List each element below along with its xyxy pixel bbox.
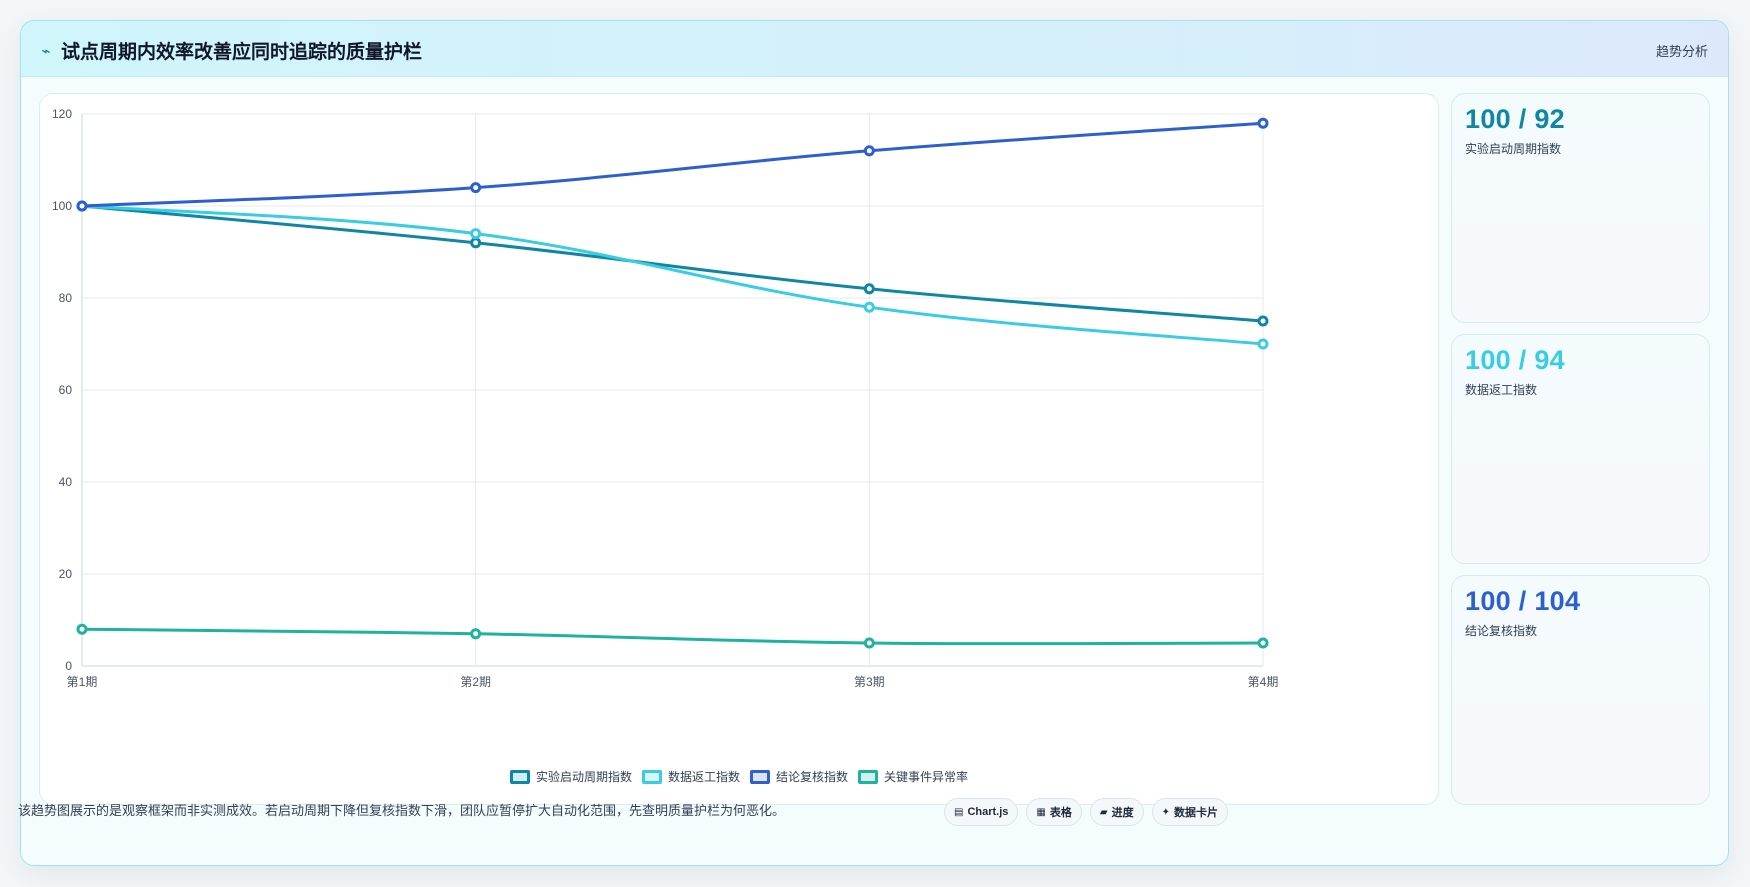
analysis-tag: 趋势分析 [1655,44,1708,59]
legend-item[interactable]: 关键事件异常率 [858,768,968,785]
legend-swatch [641,769,662,784]
y-tick-label: 60 [59,383,73,397]
stat-label: 实验启动周期指数 [1465,142,1562,156]
chip-table[interactable]: ▦ 表格 [1026,798,1082,826]
chart-panel: 0 20 40 60 80 100 120 第1期 第2期 第3期 第4期 实验启动周期指数 数据返… [39,93,1439,805]
line-chart: 0 20 40 60 80 100 120 第1期 第2期 第3期 第4期 [52,107,1279,689]
stat-value: 100 / 104 [1465,586,1581,616]
series-line [81,627,1264,646]
legend-label: 实验启动周期指数 [535,770,632,784]
stat-value: 100 / 92 [1465,104,1565,134]
legend-swatch [858,769,879,784]
data-point [863,283,875,295]
y-tick-label: 20 [59,567,73,581]
legend-label: 数据返工指数 [667,770,740,784]
table-icon: ▦ [1036,806,1046,818]
legend-item[interactable]: 数据返工指数 [641,768,740,785]
y-tick-label: 100 [52,199,72,213]
footer-note: 该趋势图展示的是观察框架而非实测成效。若启动周期下降但复核指数下滑，团队应暂停扩… [18,803,786,818]
sparkle-icon: ✦ [1161,806,1170,818]
legend-label: 关键事件异常率 [884,770,969,784]
legend-item[interactable]: 实验启动周期指数 [509,768,632,785]
series-line [81,204,1264,346]
progress-icon: ▰ [1099,806,1108,818]
card-title: 试点周期内效率改善应同时追踪的质量护栏 [61,42,423,63]
legend-swatch [509,769,530,784]
data-point [470,228,482,240]
legend-swatch [750,769,770,784]
data-point [470,628,482,640]
card-header: ⌁ 试点周期内效率改善应同时追踪的质量护栏 趋势分析 [21,21,1728,77]
data-point [76,623,88,635]
data-point [1257,637,1269,649]
pulse-icon: ⌁ [41,42,51,60]
stat-card-cycle: 100 / 92 实验启动周期指数 [1451,93,1710,323]
y-tick-label: 0 [65,659,72,673]
legend-item[interactable]: 结论复核指数 [750,768,848,785]
data-point [470,237,482,249]
stat-card-rework: 100 / 94 数据返工指数 [1451,334,1710,564]
data-point [863,301,875,313]
trend-card: ⌁ 试点周期内效率改善应同时追踪的质量护栏 趋势分析 0 20 40 60 80 100 1… [20,20,1729,866]
data-point [1257,315,1269,327]
data-point [1257,338,1269,350]
title-group: ⌁ 试点周期内效率改善应同时追踪的质量护栏 [39,37,422,64]
stat-label: 数据返工指数 [1465,383,1538,397]
y-tick-label: 40 [59,475,73,489]
data-point [863,145,875,157]
chart-icon: ▤ [954,806,964,818]
series-line [81,121,1264,208]
x-tick-label: 第1期 [67,675,98,689]
chip-cards[interactable]: ✦ 数据卡片 [1151,798,1228,826]
data-point [470,182,482,194]
y-tick-label: 80 [59,291,73,305]
view-chips: ▤ Chart.js ▦ 表格 ▰ 进度 ✦ 数据卡片 [944,798,1228,826]
data-point [863,637,875,649]
x-tick-label: 第3期 [854,675,885,689]
data-point [1257,117,1269,129]
stat-label: 结论复核指数 [1465,624,1538,638]
data-point [76,200,88,212]
stat-card-review: 100 / 104 结论复核指数 [1451,575,1710,805]
chip-chartjs[interactable]: ▤ Chart.js [944,798,1019,826]
legend-label: 结论复核指数 [776,770,849,784]
chip-label: 数据卡片 [1173,807,1218,819]
x-tick-label: 第2期 [460,675,491,689]
y-tick-label: 120 [52,107,72,121]
stat-value: 100 / 94 [1465,345,1565,375]
chip-label: 表格 [1049,807,1072,819]
chip-label: 进度 [1111,807,1134,819]
chip-label: Chart.js [967,806,1009,818]
series-line [81,204,1264,323]
x-tick-label: 第4期 [1248,675,1279,689]
chart-legend: 实验启动周期指数 数据返工指数 结论复核指数 关键事件异常率 [40,768,1438,785]
chip-progress[interactable]: ▰ 进度 [1089,798,1144,826]
